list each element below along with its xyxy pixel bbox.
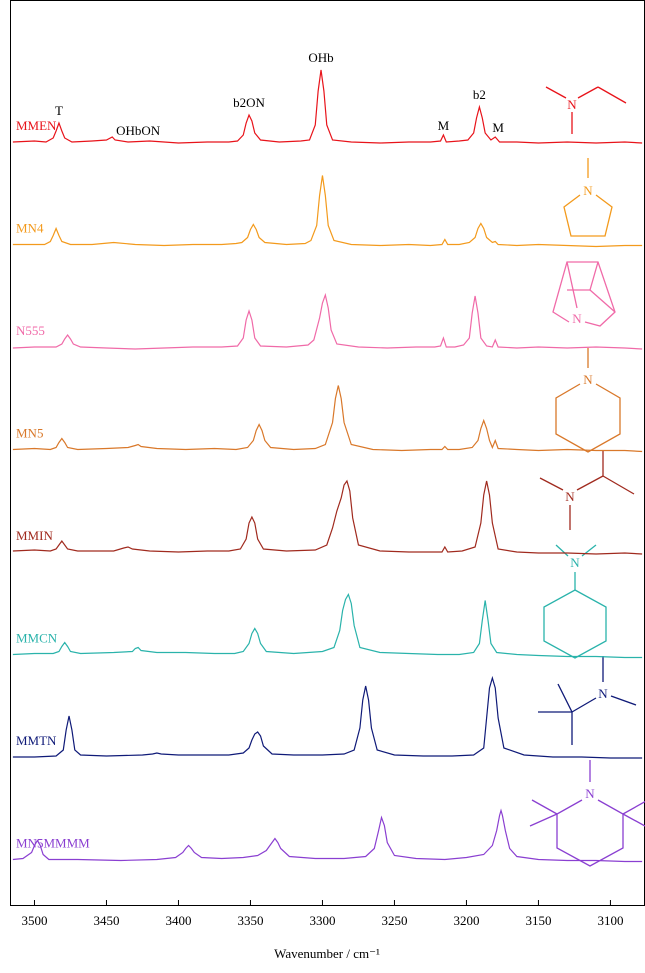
structure-bond (555, 544, 569, 557)
structure-bond (589, 289, 616, 313)
structure: N (563, 158, 613, 237)
annotation: b2ON (233, 95, 265, 110)
structure-bond (577, 86, 599, 99)
structure-bond (597, 86, 627, 104)
structure-bond (622, 813, 645, 827)
atom-label: N (585, 786, 595, 801)
series-label: MMCN (16, 631, 58, 646)
x-tick-label: 3250 (381, 913, 407, 928)
structure: N (538, 656, 637, 745)
annotation: OHb (308, 50, 333, 65)
series-label: MN5MMMM (16, 836, 90, 851)
spectrum-line (12, 292, 643, 350)
x-axis-label: Wavenumber / cm⁻¹ (274, 946, 380, 961)
spectrum-line (12, 175, 643, 248)
structure-bond (529, 813, 558, 827)
series-label: MMTN (16, 733, 57, 748)
structure: N (545, 86, 627, 134)
x-tick-label: 3450 (93, 913, 119, 928)
structure-bond (566, 261, 578, 309)
structure: N (539, 450, 635, 530)
atom-label: N (583, 183, 593, 198)
structure-bond (555, 383, 621, 453)
x-tick-label: 3500 (21, 913, 47, 928)
x-tick-label: 3150 (525, 913, 551, 928)
structure-bond (563, 194, 613, 237)
structure-bond (610, 695, 637, 706)
series-label: MN4 (16, 221, 44, 236)
structure-bond (622, 800, 645, 815)
x-tick-label: 3400 (165, 913, 191, 928)
plot-frame (10, 0, 645, 906)
spectrum-line (12, 479, 643, 555)
structure: N (529, 760, 645, 867)
structure-bond (552, 261, 616, 327)
structure-bond (531, 799, 558, 815)
spectrum-line (12, 69, 643, 144)
structure: N (555, 348, 621, 453)
annotation: OHbON (116, 123, 161, 138)
structure-bond (576, 475, 604, 491)
x-tick-label: 3200 (453, 913, 479, 928)
annotation: T (55, 103, 63, 118)
annotation: b2 (473, 87, 486, 102)
atom-label: N (583, 372, 593, 387)
series-label: MMEN (16, 118, 57, 133)
x-tick-label: 3100 (597, 913, 623, 928)
atom-label: N (567, 97, 577, 112)
structure-bond (545, 86, 567, 99)
structure-bond (571, 697, 597, 713)
atom-label: N (570, 555, 580, 570)
structures: N N N N N N N N (529, 86, 645, 867)
x-tick-label: 3300 (309, 913, 335, 928)
spectrum-line (12, 593, 643, 659)
atom-label: N (565, 489, 575, 504)
series-label: MMIN (16, 528, 53, 543)
atom-label: N (598, 686, 608, 701)
spectrum-line (12, 808, 643, 863)
annotation: M (492, 120, 504, 135)
spectrum-line (12, 675, 643, 759)
spectrum-line (12, 385, 643, 453)
series-label: MN5 (16, 426, 43, 441)
structure-bond (543, 589, 607, 659)
atom-label: N (572, 311, 582, 326)
series-label: N555 (16, 323, 45, 338)
structure-bond (602, 475, 635, 495)
structure-bond (539, 477, 564, 491)
structure-bond (589, 261, 599, 291)
structure: N (552, 261, 616, 327)
structure-bond (557, 683, 573, 713)
annotation: M (438, 118, 450, 133)
structure-bond (556, 799, 624, 867)
x-tick-label: 3350 (237, 913, 263, 928)
structure: N (543, 544, 607, 659)
